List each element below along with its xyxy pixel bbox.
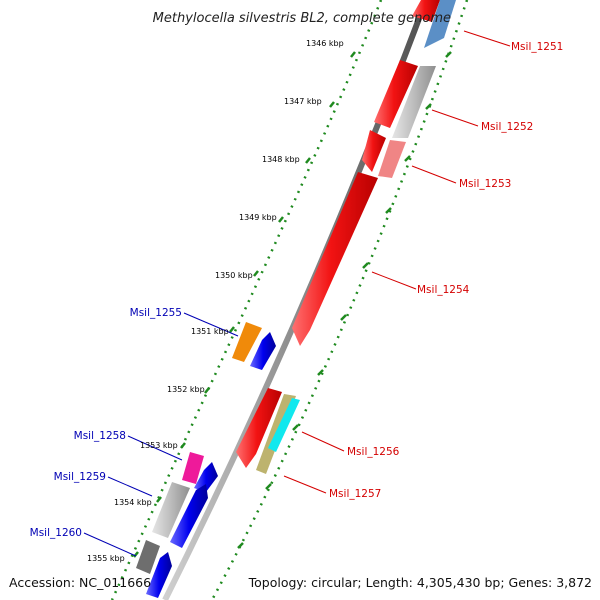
kbp-label: 1351 kbp	[191, 327, 229, 336]
gene-msil-1256-outer	[236, 388, 282, 468]
gene-msil-1252-outer	[374, 60, 418, 128]
inner-tick-ring	[210, 0, 469, 600]
gene-msil-1253-inner	[378, 140, 406, 178]
outer-major-ticks	[133, 51, 356, 558]
accession-text: Accession: NC_011666	[9, 575, 151, 590]
kbp-label: 1347 kbp	[284, 97, 322, 106]
gene-msil-1253-outer	[362, 130, 386, 172]
gene-label-msil-1254: Msil_1254	[417, 284, 470, 296]
gene-label-msil-1255: Msil_1255	[130, 307, 182, 319]
gene-msil-1258-blue	[194, 462, 218, 492]
kbp-label: 1352 kbp	[167, 385, 205, 394]
gene-msil-1251-outer	[412, 0, 440, 22]
gene-msil-1251-inner	[424, 0, 456, 48]
gene-msil-1255-blue	[250, 332, 276, 370]
gene-msil-1252-inner	[392, 66, 436, 138]
gene-label-msil-1257: Msil_1257	[329, 488, 381, 500]
gene-msil-1260-blue	[146, 552, 172, 598]
gene-label-msil-1253: Msil_1253	[459, 178, 511, 190]
kbp-label: 1353 kbp	[140, 441, 178, 450]
kbp-label: 1355 kbp	[87, 554, 125, 563]
gene-label-msil-1256: Msil_1256	[347, 446, 400, 458]
kbp-label: 1346 kbp	[306, 39, 344, 48]
gene-msil-1258-magenta	[182, 452, 204, 484]
gene-label-msil-1259: Msil_1259	[54, 471, 106, 483]
inner-major-ticks	[237, 51, 452, 549]
gene-label-msil-1252: Msil_1252	[481, 121, 533, 133]
outer-tick-ring	[110, 0, 383, 600]
kbp-label: 1354 kbp	[114, 498, 152, 507]
gene-msil-1254	[292, 172, 378, 346]
left-leader-lines	[83, 312, 239, 557]
right-gene-labels: Msil_1251 Msil_1252 Msil_1253 Msil_1254 …	[329, 41, 563, 500]
kbp-label: 1348 kbp	[262, 155, 300, 164]
kbp-label: 1349 kbp	[239, 213, 277, 222]
gene-label-msil-1260: Msil_1260	[30, 527, 82, 539]
gene-label-msil-1258: Msil_1258	[74, 430, 126, 442]
map-title: Methylocella silvestris BL2, complete ge…	[153, 11, 451, 26]
genome-backbone	[162, 0, 429, 600]
gene-msil-1259-blue	[170, 484, 208, 548]
right-leader-lines	[283, 30, 511, 494]
kbp-labels: 1346 kbp 1347 kbp 1348 kbp 1349 kbp 1350…	[87, 39, 344, 563]
left-gene-labels: Msil_1255 Msil_1258 Msil_1259 Msil_1260	[30, 307, 182, 539]
gene-msil-1260-darkgray	[136, 540, 160, 574]
gene-label-msil-1251: Msil_1251	[511, 41, 563, 53]
kbp-label: 1350 kbp	[215, 271, 253, 280]
summary-text: Topology: circular; Length: 4,305,430 bp…	[248, 575, 592, 590]
gene-msil-1255-orange	[232, 322, 262, 362]
forward-genes	[236, 0, 456, 474]
gene-msil-1256-cyan	[268, 398, 300, 452]
gene-msil-1259-gray	[152, 482, 190, 538]
reverse-genes	[136, 322, 276, 598]
